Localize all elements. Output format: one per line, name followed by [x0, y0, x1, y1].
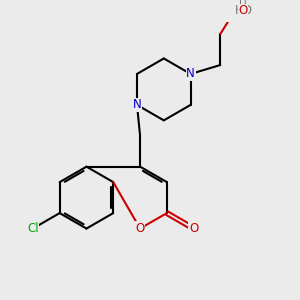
Text: O: O — [136, 222, 145, 235]
Text: Cl: Cl — [27, 222, 39, 235]
Text: HO: HO — [235, 4, 253, 17]
Text: N: N — [133, 98, 141, 111]
Text: N: N — [186, 68, 195, 80]
Text: H: H — [239, 0, 247, 6]
Text: O: O — [238, 4, 248, 17]
Text: O: O — [189, 222, 198, 235]
